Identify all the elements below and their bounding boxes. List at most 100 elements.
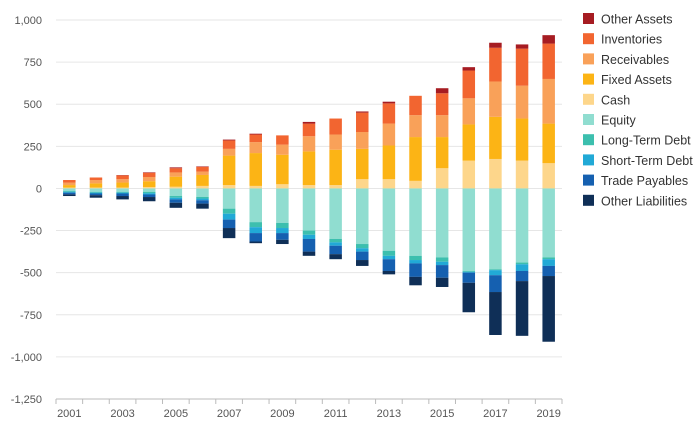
- bar-segment: [329, 118, 342, 135]
- bar-segment: [63, 188, 76, 191]
- bar-segment: [542, 276, 555, 342]
- bar-segment: [302, 136, 316, 152]
- bar-segment: [382, 103, 396, 124]
- bar-segment: [276, 184, 289, 189]
- bar-segment: [382, 255, 396, 260]
- legend-label: Equity: [601, 114, 636, 128]
- bar-segment: [542, 257, 555, 260]
- bar-segment: [222, 148, 236, 156]
- bar-segment: [196, 174, 209, 186]
- bar-segment: [276, 233, 289, 240]
- legend-swatch: [583, 93, 594, 105]
- bar-segment: [356, 188, 369, 245]
- bar-segment: [249, 185, 262, 189]
- bar-segment: [356, 244, 369, 249]
- bar-segment: [142, 176, 156, 182]
- legend-swatch: [583, 33, 594, 45]
- bar-segment: [249, 134, 262, 143]
- bar-segment: [142, 172, 156, 177]
- bar-segment: [356, 148, 369, 180]
- bar-segment: [142, 187, 156, 189]
- bar-segment: [515, 160, 529, 189]
- bar-segment: [329, 254, 342, 260]
- bar-segment: [489, 42, 502, 48]
- bar-segment: [356, 111, 369, 113]
- bar-segment: [276, 188, 289, 223]
- bar-segment: [489, 292, 502, 335]
- bar-segment: [89, 180, 103, 184]
- bar-segment: [462, 188, 476, 271]
- bar-segment: [302, 185, 316, 189]
- bar-segment: [142, 188, 156, 192]
- bar-segment: [249, 233, 262, 242]
- bar-segment: [382, 259, 396, 271]
- bar-segment: [435, 265, 449, 278]
- bar-segment: [382, 101, 396, 104]
- bar-segment: [63, 182, 76, 186]
- bar-segment: [89, 187, 103, 189]
- y-tick-label: -500: [20, 268, 42, 280]
- bar-segment: [329, 149, 342, 186]
- bar-segment: [329, 242, 342, 246]
- y-tick-label: 500: [24, 99, 42, 111]
- bar-segment: [462, 270, 476, 272]
- bar-segment: [382, 145, 396, 180]
- bar-segment: [302, 251, 316, 256]
- bar-segment: [382, 179, 396, 189]
- x-tick-label: 2011: [324, 408, 348, 420]
- legend-label: Trade Payables: [601, 174, 688, 188]
- bar-segment: [196, 200, 209, 204]
- bar-segment: [462, 98, 476, 125]
- bar-segment: [409, 115, 422, 138]
- bar-segment: [409, 276, 422, 286]
- bar-segment: [302, 151, 316, 186]
- legend-label: Cash: [601, 93, 630, 107]
- bar-segment: [382, 123, 396, 146]
- bar-segment: [169, 202, 183, 208]
- bar-segment: [462, 271, 476, 273]
- bar-segment: [142, 172, 156, 173]
- bar-segment: [462, 124, 476, 161]
- x-tick-label: 2009: [270, 408, 294, 420]
- bar-segment: [382, 188, 396, 251]
- bar-segment: [409, 188, 422, 256]
- bar-segment: [462, 272, 476, 283]
- bar-segment: [222, 140, 236, 149]
- bar-segment: [196, 198, 209, 201]
- bar-segment: [142, 191, 156, 194]
- x-tick-label: 2003: [110, 408, 134, 420]
- bar-segment: [462, 70, 476, 99]
- bar-segment: [89, 188, 103, 192]
- legend-label: Long-Term Debt: [601, 134, 691, 148]
- bar-segment: [329, 134, 342, 150]
- bar-segment: [196, 196, 209, 199]
- x-tick-label: 2017: [483, 408, 507, 420]
- bar-segment: [356, 179, 369, 189]
- bar-segment: [409, 255, 422, 261]
- bar-segment: [356, 251, 369, 261]
- legend-swatch: [583, 134, 594, 146]
- bar-segment: [409, 260, 422, 264]
- bar-segment: [142, 193, 156, 195]
- bar-segment: [542, 43, 555, 79]
- bar-segment: [382, 250, 396, 256]
- bar-segment: [356, 132, 369, 149]
- bar-segment: [142, 194, 156, 198]
- bar-segment: [169, 199, 183, 203]
- bar-segment: [89, 191, 103, 193]
- legend-label: Short-Term Debt: [601, 154, 693, 168]
- bar-segment: [542, 163, 555, 189]
- legend-swatch: [583, 174, 594, 186]
- bar-segment: [169, 176, 183, 187]
- x-tick-label: 2015: [430, 408, 454, 420]
- legend-label: Other Liabilities: [601, 194, 687, 208]
- bar-segment: [302, 121, 316, 124]
- legend: Other Assets Inventories Receivables Fixed …: [583, 13, 693, 208]
- legend-label: Fixed Assets: [601, 73, 672, 87]
- x-tick-label: 2001: [57, 408, 81, 420]
- y-tick-label: -1,000: [11, 352, 42, 364]
- y-tick-label: -750: [20, 310, 42, 322]
- bar-segment: [435, 188, 449, 258]
- legend-swatch: [583, 13, 594, 24]
